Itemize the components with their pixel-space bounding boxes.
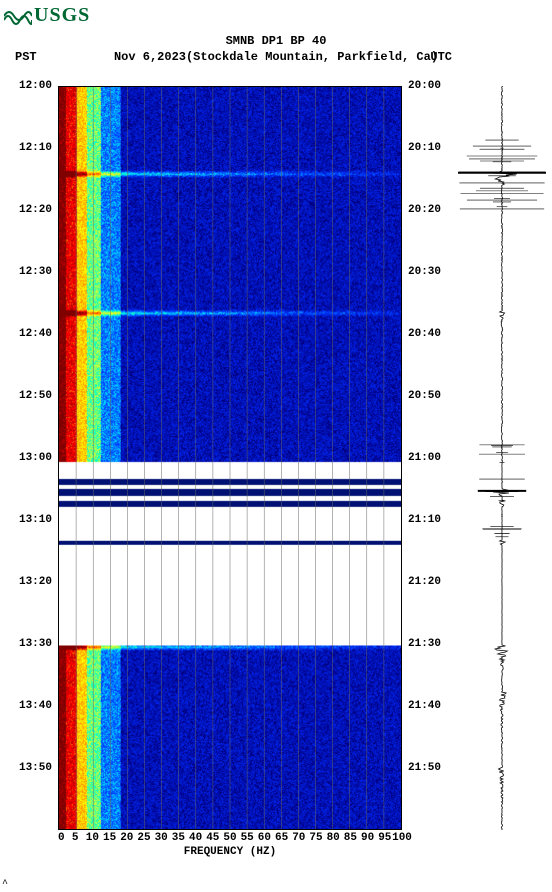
freq-tick: 35 [172, 832, 185, 844]
corner-mark: ^ [2, 879, 8, 890]
freq-tick: 20 [120, 832, 133, 844]
usgs-logo: USGS [4, 4, 90, 27]
usgs-logo-text: USGS [34, 4, 90, 27]
usgs-wave-icon [4, 6, 32, 26]
freq-tick: 50 [223, 832, 236, 844]
freq-tick: 30 [155, 832, 168, 844]
freq-tick: 45 [206, 832, 219, 844]
pst-tick: 13:40 [19, 700, 52, 712]
pst-tick: 12:10 [19, 142, 52, 154]
freq-tick: 75 [309, 832, 322, 844]
utc-tick: 20:00 [408, 80, 441, 92]
pst-tick: 12:00 [19, 80, 52, 92]
freq-tick: 5 [72, 832, 79, 844]
pst-tick: 13:00 [19, 452, 52, 464]
utc-tick: 21:50 [408, 762, 441, 774]
date-location: Nov 6,2023(Stockdale Mountain, Parkfield… [114, 50, 438, 64]
chart-header: SMNB DP1 BP 40 PST Nov 6,2023(Stockdale … [0, 34, 552, 64]
pst-tick: 12:40 [19, 328, 52, 340]
pst-tick: 12:30 [19, 266, 52, 278]
date-location-line: PST Nov 6,2023(Stockdale Mountain, Parkf… [0, 50, 552, 64]
utc-tick: 20:40 [408, 328, 441, 340]
freq-tick: 80 [327, 832, 340, 844]
utc-tick: 20:50 [408, 390, 441, 402]
freq-tick: 90 [361, 832, 374, 844]
pst-tick: 13:30 [19, 638, 52, 650]
utc-tick: 21:10 [408, 514, 441, 526]
freq-tick: 100 [392, 832, 412, 844]
freq-tick: 15 [103, 832, 116, 844]
utc-tick: 21:20 [408, 576, 441, 588]
freq-tick: 55 [241, 832, 254, 844]
utc-tick: 21:00 [408, 452, 441, 464]
pst-tick: 12:50 [19, 390, 52, 402]
utc-tick: 21:40 [408, 700, 441, 712]
utc-tick: 20:30 [408, 266, 441, 278]
x-axis-frequency: 0510152025303540455055606570758085909510… [58, 832, 402, 858]
freq-tick: 85 [344, 832, 357, 844]
freq-tick: 70 [292, 832, 305, 844]
freq-tick: 60 [258, 832, 271, 844]
seismogram-trace [458, 86, 546, 830]
freq-tick: 65 [275, 832, 288, 844]
pst-tick: 13:20 [19, 576, 52, 588]
freq-tick: 40 [189, 832, 202, 844]
utc-tick: 20:10 [408, 142, 441, 154]
freq-tick: 95 [378, 832, 391, 844]
freq-tick: 0 [58, 832, 65, 844]
x-axis-label: FREQUENCY (HZ) [58, 846, 402, 858]
utc-tick: 20:20 [408, 204, 441, 216]
pst-tick: 13:50 [19, 762, 52, 774]
pst-label: PST [15, 50, 37, 64]
freq-tick: 25 [137, 832, 150, 844]
utc-label: UTC [430, 50, 452, 64]
spectrogram-canvas [59, 87, 401, 829]
utc-tick: 21:30 [408, 638, 441, 650]
pst-tick: 12:20 [19, 204, 52, 216]
y-axis-utc: 20:0020:1020:2020:3020:4020:5021:0021:10… [404, 86, 454, 830]
freq-tick: 10 [86, 832, 99, 844]
pst-tick: 13:10 [19, 514, 52, 526]
station-title: SMNB DP1 BP 40 [0, 34, 552, 48]
y-axis-pst: 12:0012:1012:2012:3012:4012:5013:0013:10… [0, 86, 56, 830]
spectrogram-plot [58, 86, 402, 830]
